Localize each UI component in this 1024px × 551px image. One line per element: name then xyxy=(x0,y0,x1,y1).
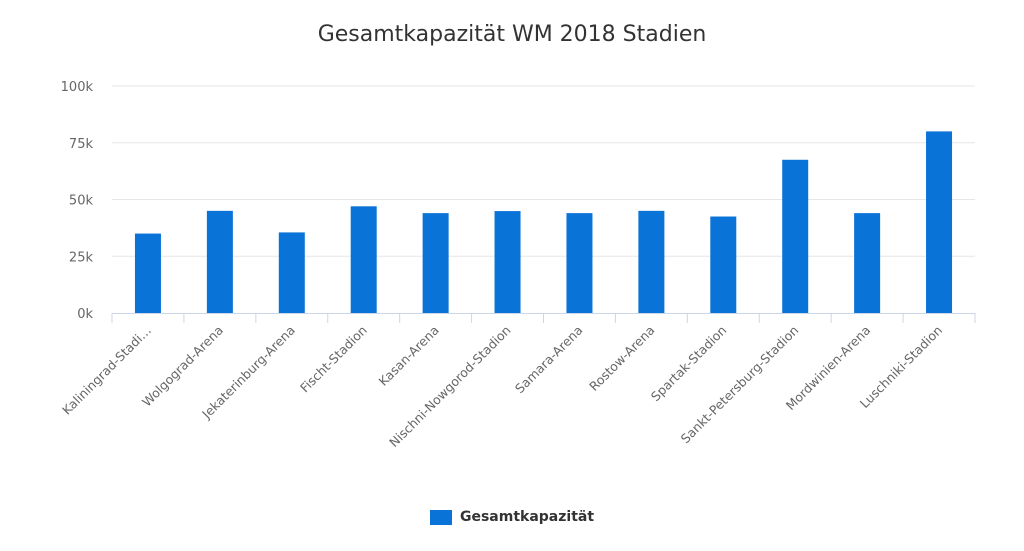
y-tick-label: 100k xyxy=(61,80,94,95)
bar[interactable] xyxy=(854,213,881,313)
y-tick-label: 75k xyxy=(69,137,94,152)
bar[interactable] xyxy=(638,210,665,313)
bar[interactable] xyxy=(278,232,305,313)
y-tick-label: 25k xyxy=(69,250,94,265)
bar[interactable] xyxy=(782,159,809,313)
legend-label: Gesamtkapazität xyxy=(459,509,595,525)
x-tick-label: Fischt-Stadion xyxy=(297,323,370,396)
chart-title: Gesamtkapazität WM 2018 Stadien xyxy=(317,22,707,47)
x-tick-label: Spartak-Stadion xyxy=(648,323,730,405)
x-axis: Kaliningrad-Stadi…Wolgograd-ArenaJekater… xyxy=(59,313,976,450)
x-tick-label: Kasan-Arena xyxy=(376,323,442,389)
x-tick-label: Rostow-Arena xyxy=(586,323,657,394)
x-tick-label: Kaliningrad-Stadi… xyxy=(59,323,154,418)
x-tick-label: Sankt-Petersburg-Stadion xyxy=(678,323,802,447)
y-tick-label: 50k xyxy=(69,194,94,209)
bar[interactable] xyxy=(350,206,377,313)
bar[interactable] xyxy=(494,211,521,313)
legend[interactable]: Gesamtkapazität xyxy=(0,509,1024,525)
bar[interactable] xyxy=(926,131,953,313)
y-axis: 0k 25k 50k 75k 100k xyxy=(61,80,94,322)
bar[interactable] xyxy=(134,233,161,313)
x-tick-label: Nischni-Nowgorod-Stadion xyxy=(386,323,513,450)
x-tick-label: Samara-Arena xyxy=(512,323,586,397)
bars xyxy=(134,131,953,313)
legend-swatch xyxy=(429,509,452,525)
y-tick-label: 0k xyxy=(77,307,93,322)
gridlines xyxy=(112,85,975,257)
bar[interactable] xyxy=(422,213,449,313)
bar[interactable] xyxy=(710,216,737,313)
bar[interactable] xyxy=(206,210,233,313)
bar[interactable] xyxy=(566,213,593,313)
